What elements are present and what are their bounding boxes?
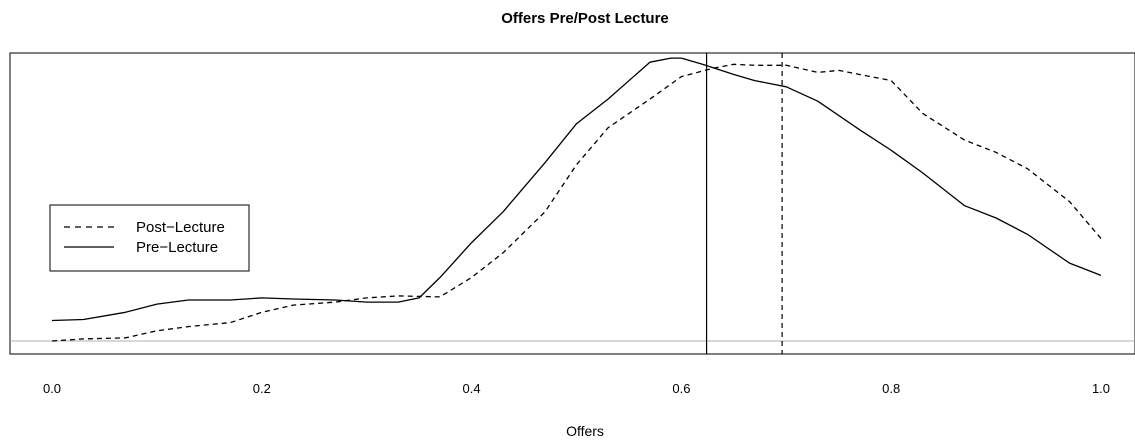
x-tick-label: 0.4 — [463, 381, 481, 396]
series-layer — [51, 57, 1102, 342]
x-tick-label: 0.6 — [672, 381, 690, 396]
x-axis-label: Offers — [566, 423, 604, 439]
x-axis-ticks: 0.0 0.2 0.4 0.6 0.8 1.0 — [43, 381, 1110, 396]
chart-title: Offers Pre/Post Lecture — [501, 10, 669, 27]
x-tick-label: 0.0 — [43, 381, 61, 396]
post-lecture-density-line — [51, 63, 1102, 342]
legend-box — [49, 204, 250, 272]
pre-lecture-density-line — [51, 57, 1102, 322]
legend: Post−Lecture Pre−Lecture — [49, 204, 250, 272]
legend-post-lecture-label: Post−Lecture — [136, 219, 225, 236]
x-tick-label: 0.8 — [882, 381, 900, 396]
x-tick-label: 0.2 — [253, 381, 271, 396]
vertical-lines-layer — [705, 53, 783, 354]
plot-box — [9, 52, 1135, 355]
legend-pre-lecture-label: Pre−Lecture — [136, 239, 218, 256]
x-tick-label: 1.0 — [1092, 381, 1110, 396]
